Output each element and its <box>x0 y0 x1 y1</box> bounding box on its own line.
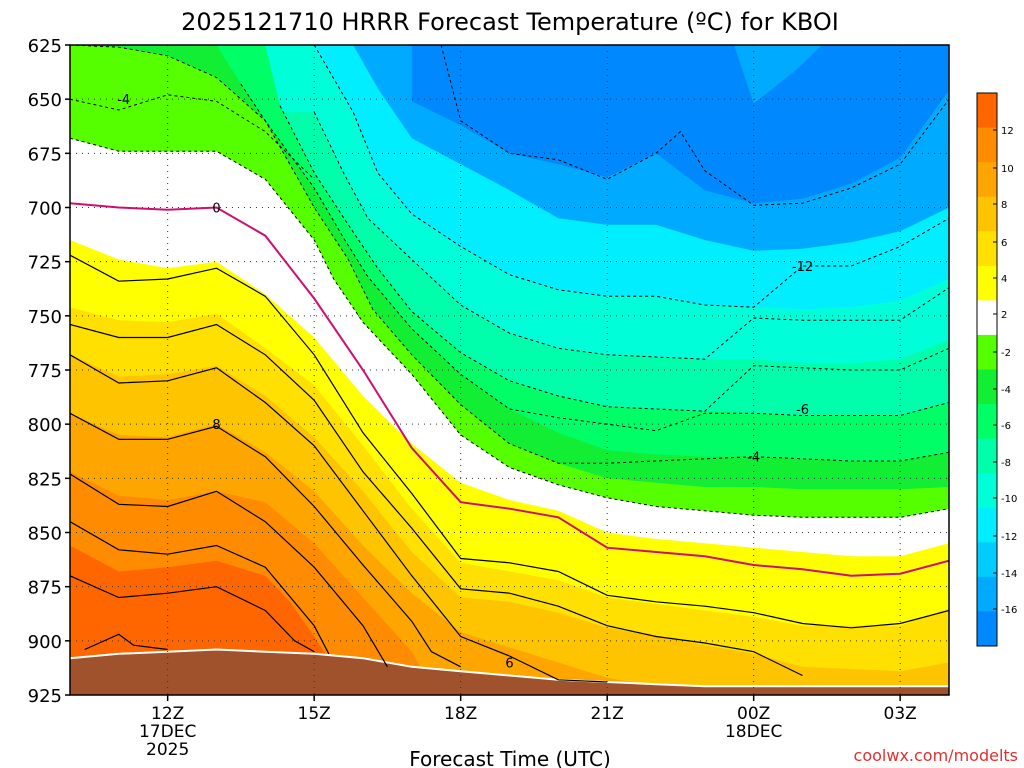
y-tick-label-725: 725 <box>28 253 62 274</box>
colorbar-swatch-3 <box>977 196 997 232</box>
solid-contour-12 <box>70 521 330 655</box>
y-tick-label-900: 900 <box>28 632 62 653</box>
colorbar-swatch-2 <box>977 162 997 198</box>
dashed-contour-3 <box>279 105 949 412</box>
solid-contour-8 <box>70 412 461 668</box>
colorbar-label-7: -4 <box>1001 385 1011 396</box>
colorbar-swatch-13 <box>977 542 997 578</box>
contour-label-1: 0 <box>212 202 220 217</box>
solid-contour-14 <box>70 575 315 653</box>
y-tick-label-675: 675 <box>28 144 62 165</box>
colorbar-swatch-1 <box>977 127 997 163</box>
plot-area: -4 0 -12 -6 -4 8 6 <box>70 45 949 695</box>
colorbar-label-1: 10 <box>1001 164 1014 175</box>
dashed-contour-1 <box>313 45 949 308</box>
solid-contour-6 <box>70 354 608 683</box>
colorbar-swatch-6 <box>977 300 997 336</box>
colorbar-swatch-12 <box>977 507 997 543</box>
y-tick-label-750: 750 <box>28 307 62 328</box>
colorbar-label-6: -2 <box>1001 348 1011 359</box>
colorbar-swatch-11 <box>977 473 997 509</box>
ground-edge <box>70 648 949 688</box>
contour-label-2: -12 <box>792 260 813 275</box>
freezing-line <box>70 202 949 577</box>
colorbar-label-9: -8 <box>1001 458 1011 469</box>
colorbar-label-4: 4 <box>1001 274 1007 285</box>
colorbar-swatch-8 <box>977 369 997 405</box>
colorbar: 12 10 8 6 4 2 -2 -4 -6 -8 -10 -12 -14 -16 <box>976 92 1017 647</box>
dashed-contour-5 <box>70 45 949 464</box>
y-tick-label-775: 775 <box>28 361 62 382</box>
colorbar-frame <box>976 92 998 647</box>
colorbar-label-13: -16 <box>1001 605 1017 616</box>
y-tick-label-625: 625 <box>28 36 62 57</box>
x-tick-label-21Z: 21Z <box>591 704 624 724</box>
solid-contour-2 <box>70 254 949 629</box>
x-tick-sublabel-17DEC: 17DEC <box>139 722 196 742</box>
colorbar-label-12: -14 <box>1001 569 1017 580</box>
x-tick-label-00Z: 00Z <box>737 704 770 724</box>
y-tick-label-700: 700 <box>28 199 62 220</box>
dashed-contour-6 <box>70 137 949 518</box>
colorbar-swatch-4 <box>977 231 997 267</box>
y-tick-label-650: 650 <box>28 90 62 111</box>
contour-label-5: 8 <box>212 418 220 433</box>
colorbar-label-3: 6 <box>1001 238 1007 249</box>
y-tick-label-825: 825 <box>28 469 62 490</box>
colorbar-swatch-14 <box>977 576 997 612</box>
colorbar-label-2: 8 <box>1001 200 1007 211</box>
solid-contour-4 <box>70 323 803 677</box>
colorbar-label-10: -10 <box>1001 494 1017 505</box>
dashed-contour-4 <box>240 83 949 432</box>
chart-title: 2025121710 HRRR Forecast Temperature (ºC… <box>181 8 839 36</box>
colorbar-swatch-5 <box>977 265 997 301</box>
colorbar-swatch-15 <box>977 611 997 647</box>
contour-label-0: -4 <box>117 93 130 108</box>
solid-contour-10 <box>70 473 388 668</box>
y-tick-label-850: 850 <box>28 524 62 545</box>
contour-label-3: -6 <box>796 403 809 418</box>
dashed-contour-0 <box>440 45 949 206</box>
colorbar-label-8: -6 <box>1001 421 1011 432</box>
y-tick-label-800: 800 <box>28 415 62 436</box>
colorbar-label-11: -12 <box>1001 532 1017 543</box>
colorbar-swatch-0 <box>977 93 997 129</box>
pressure-axis: 625 650 675 700 725 750 775 800 825 850 875 900 925 <box>28 36 70 707</box>
colorbar-swatch-7 <box>977 334 997 370</box>
colorbar-swatch-9 <box>977 404 997 440</box>
dashed-contour-2 <box>313 111 949 360</box>
x-tick-label-03Z: 03Z <box>884 704 917 724</box>
x-tick-label-15Z: 15Z <box>298 704 331 724</box>
solid-contour-16 <box>84 633 168 651</box>
contour-label-4: -4 <box>747 451 760 466</box>
colorbar-swatch-10 <box>977 438 997 474</box>
y-tick-label-925: 925 <box>28 686 62 707</box>
x-tick-sublabel-18DEC: 18DEC <box>725 722 782 742</box>
x-tick-label-12Z: 12Z <box>151 704 184 724</box>
colorbar-label-5: 2 <box>1001 310 1007 321</box>
site-credit: coolwx.com/modelts <box>854 746 1018 765</box>
contour-label-6: 6 <box>505 657 513 672</box>
colorbar-label-0: 12 <box>1001 126 1014 137</box>
y-tick-label-875: 875 <box>28 578 62 599</box>
x-tick-label-18Z: 18Z <box>444 704 477 724</box>
x-axis-label: Forecast Time (UTC) <box>409 747 611 768</box>
x-tick-sublabel-2025: 2025 <box>146 740 189 760</box>
ground-terrain <box>70 649 949 695</box>
